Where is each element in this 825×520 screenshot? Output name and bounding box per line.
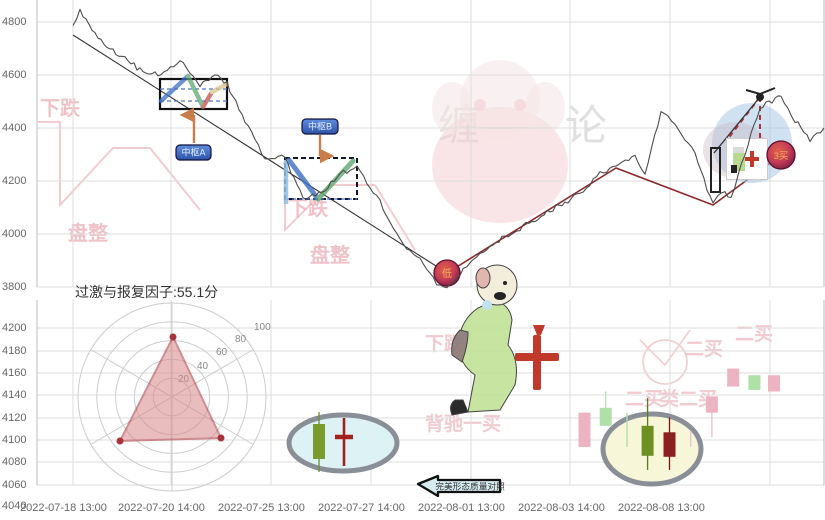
svg-text:中枢A: 中枢A [181,147,205,158]
svg-text:二买: 二买 [685,339,723,360]
svg-text:低: 低 [442,267,452,280]
svg-text:二买: 二买 [625,389,663,410]
svg-text:论: 论 [565,102,607,149]
svg-text:二买: 二买 [735,324,773,345]
svg-text:40: 40 [197,361,209,372]
svg-text:盘整: 盘整 [310,243,350,267]
svg-text:下跌: 下跌 [40,96,81,120]
svg-text:中枢B: 中枢B [308,121,332,132]
svg-text:100: 100 [254,322,271,333]
svg-text:60: 60 [216,347,228,358]
svg-text:盘整: 盘整 [68,221,108,245]
svg-text:80: 80 [235,334,247,345]
svg-text:背驰一买: 背驰一买 [425,412,501,435]
svg-text:3买: 3买 [774,151,789,162]
svg-text:完美形态质量对照: 完美形态质量对照 [435,481,505,492]
